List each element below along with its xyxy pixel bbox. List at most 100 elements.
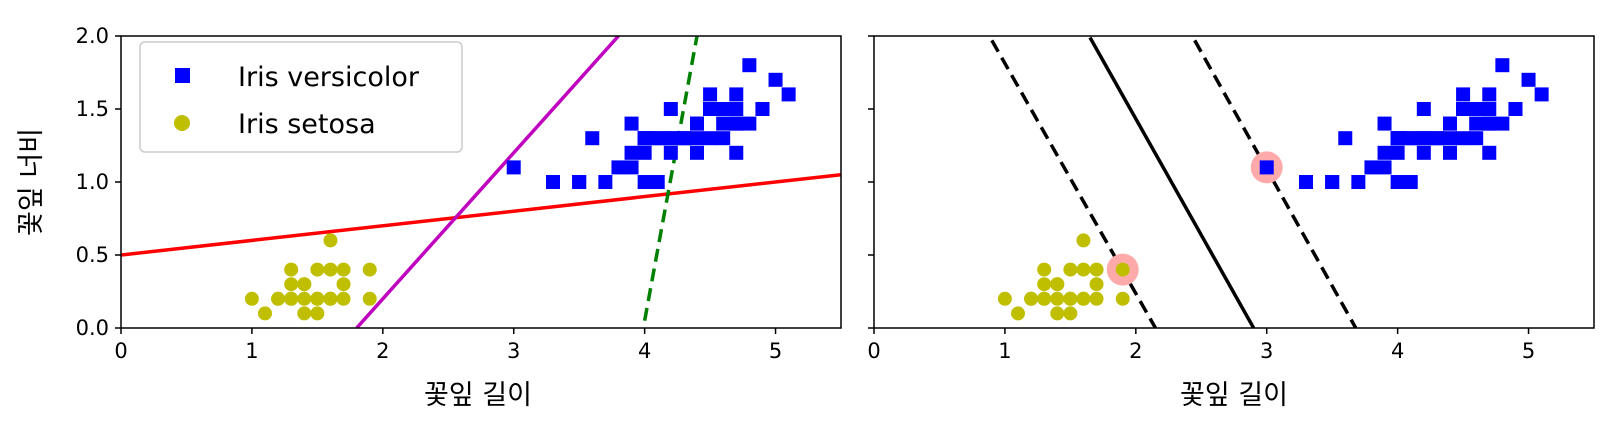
setosa-point — [336, 277, 351, 292]
versicolor-point — [1390, 175, 1405, 189]
setosa-point — [310, 291, 325, 306]
versicolor-point — [1416, 145, 1431, 160]
setosa-point — [362, 291, 377, 306]
setosa-point — [297, 306, 312, 321]
setosa-point — [336, 262, 351, 277]
decision-line-2 — [355, 36, 620, 328]
decision-line-3 — [642, 36, 699, 322]
versicolor-point — [716, 102, 731, 116]
setosa-point — [244, 291, 259, 306]
versicolor-point — [1482, 145, 1497, 160]
versicolor-point — [703, 87, 718, 102]
versicolor-point — [690, 116, 704, 131]
versicolor-point — [1482, 87, 1497, 102]
versicolor-point — [637, 145, 652, 160]
versicolor-point — [1377, 116, 1392, 131]
x-tick-label: 5 — [1522, 339, 1535, 363]
versicolor-point — [650, 175, 665, 189]
versicolor-point — [1443, 116, 1457, 131]
versicolor-point — [1495, 116, 1510, 131]
versicolor-point — [1403, 131, 1418, 146]
versicolor-point — [1338, 131, 1353, 146]
setosa-point — [1011, 306, 1025, 321]
setosa-point — [284, 262, 299, 277]
versicolor-point — [729, 102, 744, 116]
versicolor-point — [546, 175, 560, 189]
setosa-point — [1115, 291, 1130, 306]
versicolor-point — [1377, 145, 1392, 160]
setosa-point — [271, 291, 286, 306]
setosa-point — [1115, 262, 1130, 277]
versicolor-point — [598, 175, 613, 189]
decision-line-2 — [1088, 36, 1256, 328]
setosa-point — [1037, 291, 1052, 306]
y-tick-label: 0.0 — [76, 316, 109, 340]
versicolor-point — [690, 131, 704, 146]
versicolor-point — [1429, 131, 1444, 146]
x-tick-label: 2 — [1129, 339, 1142, 363]
x-tick-label: 1 — [998, 339, 1011, 363]
versicolor-point — [1443, 131, 1457, 146]
right-plot-panel: 0 1 2 3 4 5 — [867, 35, 1595, 363]
versicolor-point — [1443, 145, 1457, 160]
y-tick-label: 2.0 — [76, 24, 109, 48]
setosa-point — [362, 262, 377, 277]
x-tick-label: 3 — [1260, 339, 1273, 363]
decision-line-3 — [1193, 39, 1358, 328]
x-tick-label: 4 — [1391, 339, 1404, 363]
x-axis-label-left: 꽃잎 길이 — [424, 380, 532, 411]
legend-marker-setosa — [174, 115, 190, 131]
versicolor-point — [624, 145, 639, 160]
x-axis-label-right: 꽃잎 길이 — [1180, 380, 1288, 411]
setosa-point — [1063, 262, 1078, 277]
versicolor-point — [637, 175, 652, 189]
x-tick-label: 0 — [867, 339, 880, 363]
versicolor-point — [624, 160, 639, 175]
setosa-point — [323, 291, 338, 306]
versicolor-point — [1469, 102, 1484, 116]
setosa-point — [1076, 291, 1091, 306]
setosa-point — [1063, 291, 1078, 306]
versicolor-point — [1521, 72, 1536, 87]
versicolor-point — [1416, 102, 1431, 116]
versicolor-point — [1469, 116, 1484, 131]
versicolor-point — [1456, 87, 1471, 102]
setosa-point — [1050, 306, 1065, 321]
decision-line-1 — [990, 39, 1157, 328]
versicolor-point — [729, 87, 744, 102]
x-tick-label: 1 — [245, 339, 258, 363]
versicolor-point — [742, 116, 757, 131]
setosa-point — [310, 306, 325, 321]
x-tick-label: 0 — [114, 339, 127, 363]
setosa-point — [310, 262, 325, 277]
versicolor-point — [663, 131, 678, 146]
versicolor-point — [1259, 160, 1274, 175]
versicolor-point — [742, 58, 757, 73]
x-tick-label: 3 — [507, 339, 520, 363]
x-tick-label: 5 — [769, 339, 782, 363]
versicolor-point — [1390, 131, 1405, 146]
setosa-point — [1063, 306, 1078, 321]
versicolor-point — [1508, 102, 1523, 116]
versicolor-point — [650, 131, 665, 146]
versicolor-point — [663, 102, 678, 116]
legend-box — [139, 41, 463, 153]
setosa-point — [323, 233, 338, 248]
versicolor-point — [1403, 175, 1418, 189]
versicolor-point — [781, 87, 796, 102]
versicolor-point — [1456, 131, 1471, 146]
versicolor-point — [611, 160, 626, 175]
versicolor-point — [716, 116, 731, 131]
setosa-point — [1089, 291, 1104, 306]
setosa-point — [1076, 233, 1091, 248]
y-axis-label: 꽃잎 너비 — [16, 128, 47, 236]
versicolor-point — [1482, 116, 1497, 131]
legend-label-setosa: Iris setosa — [238, 109, 376, 140]
setosa-point — [1089, 262, 1104, 277]
versicolor-point — [1495, 58, 1510, 73]
x-tick-label: 4 — [638, 339, 651, 363]
versicolor-point — [1469, 131, 1484, 146]
versicolor-point — [624, 116, 639, 131]
versicolor-point — [676, 131, 691, 146]
